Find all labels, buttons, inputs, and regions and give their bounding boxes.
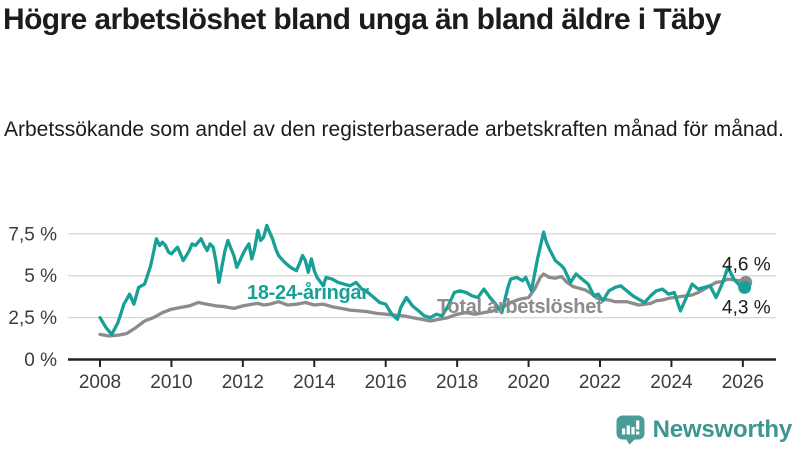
brand-name: Newsworthy	[652, 416, 793, 443]
y-tick-label: 7,5 %	[8, 224, 57, 245]
x-tick-label: 2008	[79, 372, 121, 393]
x-tick-label: 2024	[650, 372, 693, 393]
page-title: Högre arbetslöshet bland unga än bland ä…	[3, 3, 721, 36]
y-tick-label: 5 %	[24, 266, 57, 287]
x-tick-label: 2016	[365, 372, 407, 393]
chart-subtitle: Arbetssökande som andel av den registerb…	[4, 118, 784, 141]
end-value-label-total: 4,6 %	[722, 254, 771, 275]
series-label-total: Total arbetslöshet	[437, 296, 603, 318]
series-label-youth: 18-24-åringar	[247, 281, 369, 304]
y-tick-label: 2,5 %	[8, 308, 57, 329]
brand-footer: Newsworthy	[616, 415, 792, 445]
series-line-total	[98, 272, 748, 338]
y-tick-label: 0 %	[24, 350, 57, 371]
x-tick-label: 2026	[722, 372, 764, 393]
end-value-label-youth: 4,3 %	[722, 297, 771, 318]
end-dot-youth	[738, 280, 752, 294]
x-tick-label: 2012	[222, 372, 264, 393]
x-tick-label: 2022	[579, 372, 621, 393]
x-tick-label: 2018	[436, 372, 478, 393]
x-tick-label: 2010	[150, 372, 192, 393]
x-tick-label: 2020	[507, 372, 549, 393]
header: Högre arbetslöshet bland unga än bland ä…	[3, 2, 789, 37]
series-line-youth	[98, 223, 747, 337]
x-tick-label: 2014	[293, 372, 336, 393]
newsworthy-chart-bubble-icon	[616, 415, 645, 445]
